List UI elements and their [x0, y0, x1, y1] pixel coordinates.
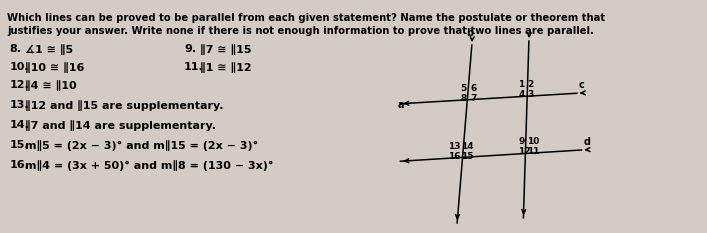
- Text: 1: 1: [518, 80, 525, 89]
- Text: Which lines can be proved to be parallel from each given statement? Name the pos: Which lines can be proved to be parallel…: [7, 13, 605, 23]
- Text: ∥12 and ∥15 are supplementary.: ∥12 and ∥15 are supplementary.: [25, 100, 223, 111]
- Text: 2: 2: [527, 80, 534, 89]
- Text: 12.: 12.: [9, 80, 29, 90]
- Text: 13.: 13.: [9, 100, 29, 110]
- Text: 7: 7: [470, 94, 477, 103]
- Text: m∥4 = (3x + 50)° and m∥8 = (130 − 3x)°: m∥4 = (3x + 50)° and m∥8 = (130 − 3x)°: [25, 160, 274, 171]
- Text: 13: 13: [448, 142, 461, 151]
- Text: 10: 10: [527, 137, 539, 146]
- Text: 11: 11: [527, 147, 539, 156]
- Text: ∥7 and ∥14 are supplementary.: ∥7 and ∥14 are supplementary.: [25, 120, 216, 131]
- Text: d: d: [583, 137, 590, 147]
- Text: c: c: [579, 80, 585, 90]
- Text: 5: 5: [460, 84, 467, 93]
- Text: 8: 8: [460, 94, 467, 103]
- Text: 9: 9: [518, 137, 525, 146]
- Text: 12: 12: [518, 147, 530, 156]
- Text: 14: 14: [461, 142, 474, 151]
- Text: 16.: 16.: [9, 160, 29, 170]
- Text: 15.: 15.: [9, 140, 29, 150]
- Text: 16: 16: [448, 152, 461, 161]
- Text: 10.: 10.: [9, 62, 29, 72]
- Text: 15: 15: [461, 152, 474, 161]
- Text: 14.: 14.: [9, 120, 29, 130]
- Text: 8.: 8.: [9, 44, 21, 54]
- Text: ∥1 ≅ ∥12: ∥1 ≅ ∥12: [199, 62, 251, 73]
- Text: 11.: 11.: [184, 62, 204, 72]
- Text: m∥5 = (2x − 3)° and m∥15 = (2x − 3)°: m∥5 = (2x − 3)° and m∥15 = (2x − 3)°: [25, 140, 258, 151]
- Text: ∥4 ≅ ∥10: ∥4 ≅ ∥10: [25, 80, 76, 91]
- Text: 9.: 9.: [184, 44, 196, 54]
- Text: ∥7 ≅ ∥15: ∥7 ≅ ∥15: [199, 44, 251, 55]
- Text: b: b: [467, 28, 474, 38]
- Text: justifies your answer. Write none if there is not enough information to prove th: justifies your answer. Write none if the…: [7, 26, 595, 36]
- Text: ∡1 ≅ ∥5: ∡1 ≅ ∥5: [25, 44, 73, 55]
- Text: 6: 6: [470, 84, 477, 93]
- Text: a: a: [397, 100, 404, 110]
- Text: 3: 3: [527, 90, 534, 99]
- Text: 4: 4: [518, 90, 525, 99]
- Text: ∥10 ≅ ∥16: ∥10 ≅ ∥16: [25, 62, 84, 73]
